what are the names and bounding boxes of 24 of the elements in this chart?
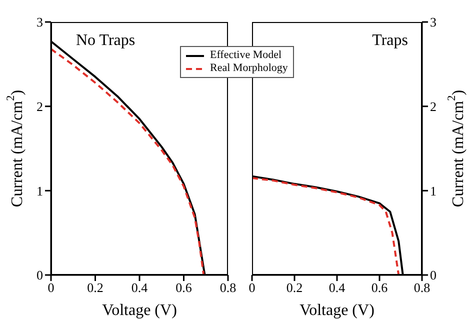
legend-label: Real Morphology bbox=[210, 62, 288, 75]
y-tick-label: 0 bbox=[36, 268, 43, 283]
text: No Traps bbox=[76, 32, 136, 50]
x-tick-label: 0.2 bbox=[286, 280, 303, 296]
x-tick-label: 0.4 bbox=[328, 280, 346, 296]
x-tick-label: 0.8 bbox=[220, 280, 236, 296]
y-tick-label: 2 bbox=[36, 98, 43, 114]
x-tick-label: 0.6 bbox=[176, 280, 192, 296]
x-axis-title: Voltage (V) bbox=[102, 302, 177, 319]
y-tick-label: 1 bbox=[430, 183, 436, 198]
y-tick-label: 3 bbox=[36, 14, 43, 30]
x-tick-label: 0 bbox=[48, 280, 54, 296]
y-tick-label: 3 bbox=[430, 14, 436, 30]
x-tick-label: 0.2 bbox=[87, 280, 104, 296]
x-tick-label: 0.8 bbox=[414, 280, 430, 296]
x-tick-label: 0.6 bbox=[371, 280, 388, 296]
y-tick-label: 2 bbox=[430, 98, 436, 114]
x-tick-label: 0.4 bbox=[131, 280, 148, 296]
x-axis-title: Voltage (V) bbox=[300, 302, 374, 319]
legend-label: Effective Model bbox=[210, 49, 282, 62]
x-tick-label: 0 bbox=[248, 280, 256, 296]
text: Traps bbox=[372, 32, 408, 50]
y-tick-label: 0 bbox=[430, 268, 436, 283]
y-tick-label: 1 bbox=[36, 183, 43, 198]
